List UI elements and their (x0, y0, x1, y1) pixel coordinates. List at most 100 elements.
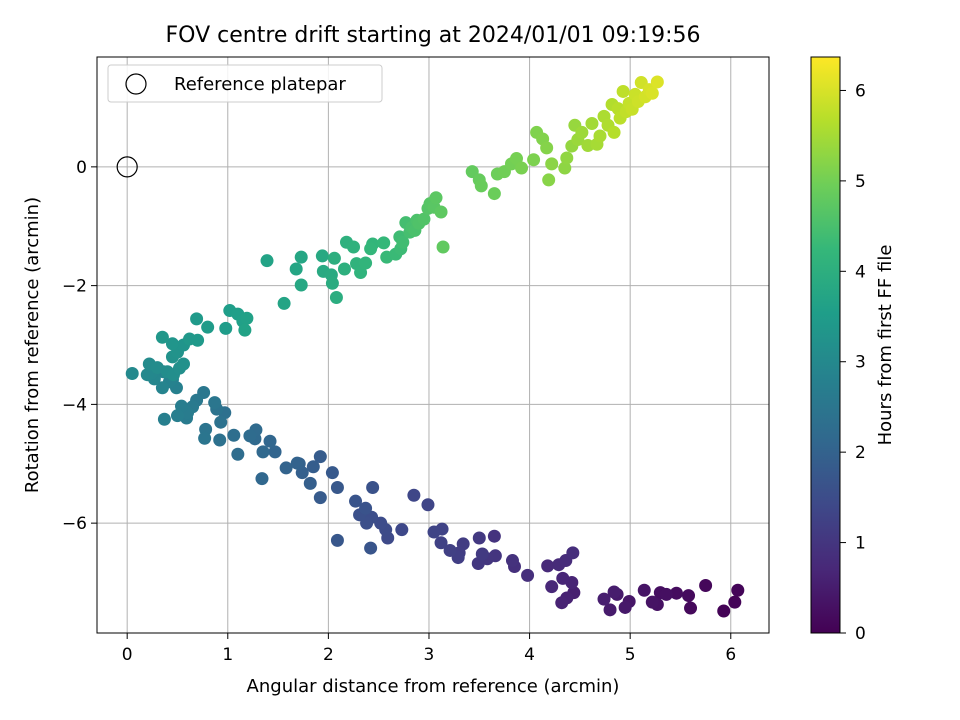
scatter-point (214, 415, 228, 429)
colorbar-tick-label: 3 (855, 353, 866, 373)
scatter-point (556, 571, 570, 585)
colorbar-gradient (810, 56, 841, 634)
scatter-point (165, 337, 179, 351)
scatter-point (327, 251, 341, 265)
x-axis-label: Angular distance from reference (arcmin) (247, 676, 620, 697)
scatter-point (231, 447, 245, 461)
scatter-point (682, 589, 696, 603)
scatter-point (347, 240, 361, 254)
scatter-point (545, 157, 559, 171)
x-tick-label: 6 (725, 645, 736, 665)
scatter-point (505, 554, 519, 568)
legend: Reference platepar (107, 64, 383, 103)
scatter-point (429, 191, 443, 205)
x-tick-label: 5 (625, 645, 636, 665)
colorbar-tick-label: 0 (855, 624, 866, 644)
scatter-point (198, 431, 212, 445)
scatter-point (699, 578, 713, 592)
chart-title: FOV centre drift starting at 2024/01/01 … (166, 23, 701, 48)
x-tick-label: 1 (222, 645, 233, 665)
scatter-point (155, 381, 169, 395)
reference-platepar-point (116, 156, 138, 178)
scatter-point (268, 445, 282, 459)
x-tick-label: 0 (122, 645, 133, 665)
scatter-point (684, 601, 698, 615)
scatter-point (558, 161, 572, 175)
scatter-point (541, 559, 555, 573)
scatter-point (717, 604, 731, 618)
scatter-point (279, 461, 293, 475)
scatter-point (540, 141, 554, 155)
scatter-point (337, 262, 351, 276)
scatter-point (303, 476, 317, 490)
x-axis-ticks: 0 1 2 3 4 5 6 (122, 633, 736, 665)
legend-box (107, 64, 383, 103)
scatter-point (427, 525, 441, 539)
scatter-point (475, 547, 489, 561)
scatter-point (256, 445, 270, 459)
colorbar: 0 1 2 3 4 5 6 Hours from first FF file (810, 56, 896, 644)
colorbar-ticks: 0 1 2 3 4 5 6 (840, 81, 866, 644)
scatter-point (395, 523, 409, 537)
scatter-point (349, 494, 363, 508)
reference-marker (116, 156, 138, 178)
scatter-point (669, 586, 683, 600)
colorbar-tick-label: 5 (855, 172, 866, 192)
y-tick-label: −4 (62, 395, 87, 415)
scatter-point (191, 333, 205, 347)
scatter-point (243, 429, 257, 443)
colorbar-tick-label: 6 (855, 81, 866, 101)
scatter-point (364, 242, 378, 256)
scatter-point (607, 585, 621, 599)
scatter-point (728, 595, 742, 609)
scatter-point (515, 161, 529, 175)
y-tick-label: −2 (62, 277, 87, 297)
scatter-point (521, 568, 535, 582)
scatter-point (637, 583, 651, 597)
scatter-point (659, 587, 673, 601)
scatter-point (290, 456, 304, 470)
x-tick-label: 4 (524, 645, 535, 665)
scatter-point (527, 153, 541, 167)
colorbar-tick-label: 4 (855, 262, 866, 282)
scatter-point (645, 86, 659, 100)
scatter-point (359, 501, 373, 515)
scatter-point (150, 361, 164, 375)
legend-label: Reference platepar (174, 74, 346, 95)
scatter-point (201, 320, 215, 334)
scatter-point (125, 367, 139, 381)
scatter-point (474, 179, 488, 193)
scatter-point (315, 249, 329, 263)
scatter-point (616, 84, 630, 98)
scatter-point (157, 412, 171, 426)
scatter-point (325, 466, 339, 480)
scatter-point (366, 481, 380, 495)
scatter-point (213, 433, 227, 447)
scatter-point (208, 396, 222, 410)
scatter-point (313, 450, 327, 464)
scatter-point (306, 460, 320, 474)
scatter-point (542, 173, 556, 187)
scatter-point (330, 533, 344, 547)
scatter-point (597, 592, 611, 606)
scatter-point (325, 276, 339, 290)
scatter-point (177, 357, 191, 371)
scatter-point (255, 472, 269, 486)
scatter-point (650, 75, 664, 89)
scatter-point (289, 262, 303, 276)
grid-lines (97, 57, 769, 633)
scatter-point (359, 256, 373, 270)
scatter-point (593, 129, 607, 143)
scatter-point (566, 546, 580, 560)
x-tick-label: 3 (424, 645, 435, 665)
scatter-point (364, 541, 378, 555)
scatter-point (487, 529, 501, 543)
colorbar-tick-label: 2 (855, 443, 866, 463)
scatter-point (560, 151, 574, 165)
scatter-point (421, 498, 435, 512)
scatter-point (545, 580, 559, 594)
scatter-points (125, 75, 745, 618)
colorbar-tick-label: 1 (855, 534, 866, 554)
scatter-point (434, 536, 448, 550)
